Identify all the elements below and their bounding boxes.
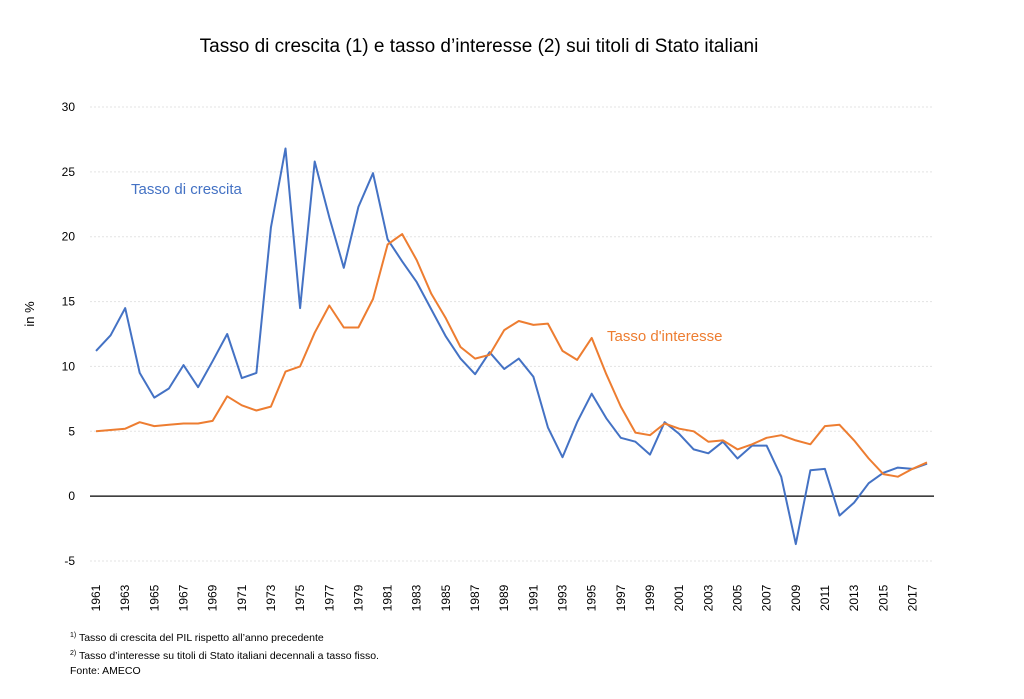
x-tick-label: 2015 xyxy=(876,584,890,611)
series-line-interest xyxy=(95,233,928,478)
x-tick-label: 2001 xyxy=(672,584,686,611)
gridlines xyxy=(90,106,934,562)
footnote-1: 1) Tasso di crescita del PIL rispetto al… xyxy=(70,632,324,644)
x-tick-label: 1979 xyxy=(351,584,365,611)
y-tick-label: -5 xyxy=(64,554,75,568)
y-axis-label: in % xyxy=(22,301,37,327)
y-tick-label: 0 xyxy=(68,489,75,503)
x-tick-label: 1991 xyxy=(526,584,540,611)
x-tick-label: 2017 xyxy=(905,584,919,611)
x-tick-label: 2007 xyxy=(760,584,774,611)
x-tick-label: 1989 xyxy=(497,584,511,611)
x-tick-label: 1961 xyxy=(89,584,103,611)
series-label-interest: Tasso d'interesse xyxy=(607,328,722,345)
x-tick-label: 1977 xyxy=(322,584,336,611)
series-lines xyxy=(95,147,928,546)
y-tick-label: 25 xyxy=(62,165,76,179)
x-tick-label: 1993 xyxy=(556,584,570,611)
x-tick-label: 1997 xyxy=(614,584,628,611)
x-tick-label: 2011 xyxy=(818,585,832,611)
y-tick-label: 5 xyxy=(68,424,75,438)
x-tick-label: 1973 xyxy=(264,584,278,611)
series-line-growth xyxy=(95,147,928,546)
x-tick-label: 2009 xyxy=(789,584,803,611)
y-tick-label: 20 xyxy=(62,230,76,244)
x-tick-label: 1965 xyxy=(147,584,161,611)
x-tick-label: 2013 xyxy=(847,584,861,611)
x-tick-label: 2003 xyxy=(701,584,715,611)
x-tick-label: 1987 xyxy=(468,584,482,611)
y-tick-label: 10 xyxy=(62,359,76,373)
x-tick-label: 2005 xyxy=(730,584,744,611)
x-tick-label: 1983 xyxy=(410,584,424,611)
x-axis-ticks: 1961 1963 1965 1967 1969 1971 1973 1975 1977 1979… xyxy=(89,584,919,611)
x-tick-label: 1985 xyxy=(439,584,453,611)
x-tick-label: 1995 xyxy=(585,584,599,611)
x-tick-label: 1967 xyxy=(176,584,190,611)
x-tick-label: 1975 xyxy=(293,584,307,611)
footnotes: 1) Tasso di crescita del PIL rispetto al… xyxy=(70,628,379,679)
series-label-growth: Tasso di crescita xyxy=(131,181,243,198)
footnote-2: 2) Tasso d’interesse su titoli di Stato … xyxy=(70,650,379,662)
y-axis-ticks: -5 0 5 10 15 20 25 30 xyxy=(62,100,76,568)
x-tick-label: 1969 xyxy=(206,584,220,611)
x-tick-label: 1971 xyxy=(235,584,249,611)
chart-title: Tasso di crescita (1) e tasso d’interess… xyxy=(199,36,759,57)
x-tick-label: 1963 xyxy=(118,584,132,611)
y-tick-label: 15 xyxy=(62,295,76,309)
source-note: Fonte: AMECO xyxy=(70,665,141,677)
y-tick-label: 30 xyxy=(62,100,76,114)
x-tick-label: 1999 xyxy=(643,584,657,611)
x-tick-label: 1981 xyxy=(381,584,395,611)
